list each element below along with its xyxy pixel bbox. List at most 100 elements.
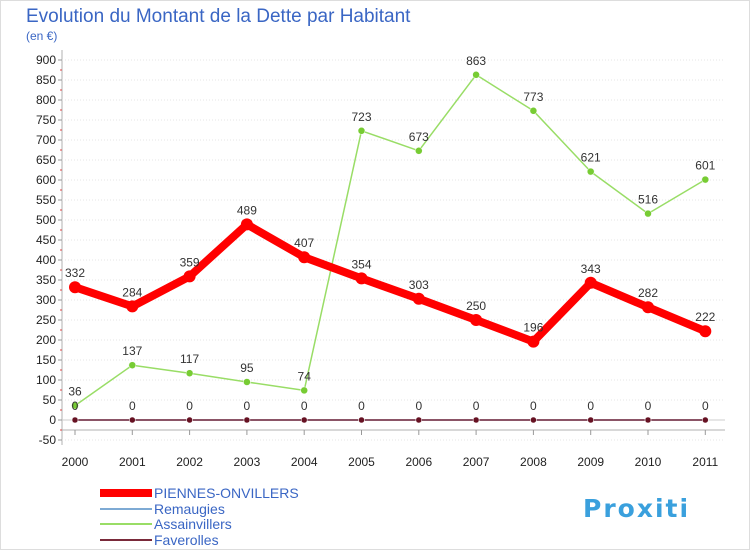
- y-tick-label: 600: [36, 173, 56, 187]
- y-tick-label: 900: [36, 53, 56, 67]
- y-tick-label: 650: [36, 153, 56, 167]
- data-point: [642, 301, 654, 314]
- data-label: 673: [409, 130, 429, 144]
- x-tick-label: 2011: [692, 455, 718, 469]
- data-label: 0: [244, 399, 251, 413]
- y-tick-label: 800: [36, 93, 56, 107]
- data-point: [472, 71, 480, 79]
- chart-title: Evolution du Montant de la Dette par Hab…: [26, 6, 411, 27]
- data-label: 250: [466, 299, 486, 313]
- data-point: [129, 416, 136, 424]
- y-tick-label: 100: [36, 373, 56, 387]
- data-point: [126, 300, 139, 313]
- data-point: [699, 325, 712, 338]
- data-label: 0: [129, 399, 136, 413]
- data-label: 723: [351, 110, 371, 124]
- data-label: 137: [122, 344, 142, 358]
- data-label: 36: [68, 385, 82, 399]
- data-label: 621: [581, 151, 601, 165]
- x-tick-label: 2000: [62, 455, 89, 469]
- legend-label: Remaugies: [154, 501, 225, 517]
- y-tick-label: 200: [36, 333, 56, 347]
- data-point: [298, 251, 311, 264]
- legend-label: Assainvillers: [154, 516, 232, 532]
- data-point: [415, 416, 423, 424]
- x-tick-label: 2005: [348, 455, 375, 469]
- y-tick-label: 400: [36, 253, 56, 267]
- data-label: 0: [358, 399, 365, 413]
- x-tick-label: 2009: [577, 455, 604, 469]
- data-point: [586, 167, 595, 176]
- y-tick-label: 700: [36, 133, 56, 147]
- data-point: [358, 416, 365, 424]
- data-label: 354: [351, 257, 371, 271]
- data-label: 196: [523, 321, 543, 335]
- data-point: [644, 416, 652, 424]
- data-label: 303: [409, 278, 429, 292]
- data-point: [527, 335, 540, 348]
- data-point: [185, 369, 194, 377]
- data-point: [186, 416, 193, 424]
- y-tick-label: -50: [39, 433, 57, 447]
- data-point: [243, 416, 251, 424]
- y-tick-label: 550: [36, 193, 56, 207]
- data-label: 117: [180, 352, 199, 366]
- data-point: [644, 209, 652, 218]
- data-label: 489: [237, 203, 257, 217]
- y-tick-label: 500: [36, 213, 56, 227]
- data-point: [183, 270, 196, 283]
- data-point: [529, 107, 538, 115]
- data-point: [69, 281, 81, 294]
- y-tick-label: 50: [43, 393, 57, 407]
- data-label: 0: [72, 399, 79, 413]
- data-label: 0: [415, 399, 422, 413]
- data-label: 74: [298, 369, 312, 383]
- data-point: [530, 416, 537, 424]
- data-label: 343: [581, 262, 601, 276]
- data-point: [357, 127, 366, 135]
- data-point: [584, 276, 597, 289]
- data-point: [472, 416, 480, 424]
- data-point: [702, 416, 709, 424]
- data-point: [300, 386, 308, 395]
- legend-label: PIENNES-ONVILLERS: [154, 485, 299, 501]
- data-label: 0: [702, 399, 709, 413]
- data-label: 863: [466, 54, 486, 68]
- data-point: [701, 175, 710, 184]
- chart-subtitle: (en €): [26, 29, 57, 43]
- data-point: [71, 416, 79, 424]
- x-tick-label: 2008: [520, 455, 547, 469]
- data-label: 0: [587, 399, 594, 413]
- y-tick-label: 150: [36, 353, 56, 367]
- data-point: [243, 378, 251, 386]
- data-label: 0: [301, 399, 308, 413]
- data-label: 284: [122, 285, 142, 299]
- y-tick-label: 850: [36, 73, 56, 87]
- series-line-piennes-onvillers: [71, 220, 710, 346]
- data-point: [240, 218, 253, 231]
- data-point: [470, 314, 483, 326]
- x-tick-label: 2006: [405, 455, 432, 469]
- data-point: [128, 361, 137, 369]
- data-label: 0: [473, 399, 480, 413]
- x-tick-label: 2004: [291, 455, 318, 469]
- y-tick-label: 250: [36, 313, 56, 327]
- data-label: 332: [65, 266, 85, 280]
- data-point: [412, 292, 425, 305]
- data-label: 359: [180, 255, 200, 269]
- y-tick-label: 300: [36, 293, 56, 307]
- y-tick-label: 750: [36, 113, 56, 127]
- y-tick-label: 350: [36, 273, 56, 287]
- data-point: [71, 401, 79, 410]
- data-point: [415, 147, 423, 155]
- data-point: [300, 416, 308, 424]
- x-tick-label: 2002: [176, 455, 203, 469]
- logo-text: Proxiti: [583, 494, 690, 523]
- data-point: [587, 416, 594, 424]
- data-label: 0: [645, 399, 652, 413]
- data-label: 601: [695, 159, 715, 173]
- data-label: 282: [638, 286, 658, 300]
- x-tick-label: 2010: [635, 455, 662, 469]
- data-label: 773: [523, 90, 543, 104]
